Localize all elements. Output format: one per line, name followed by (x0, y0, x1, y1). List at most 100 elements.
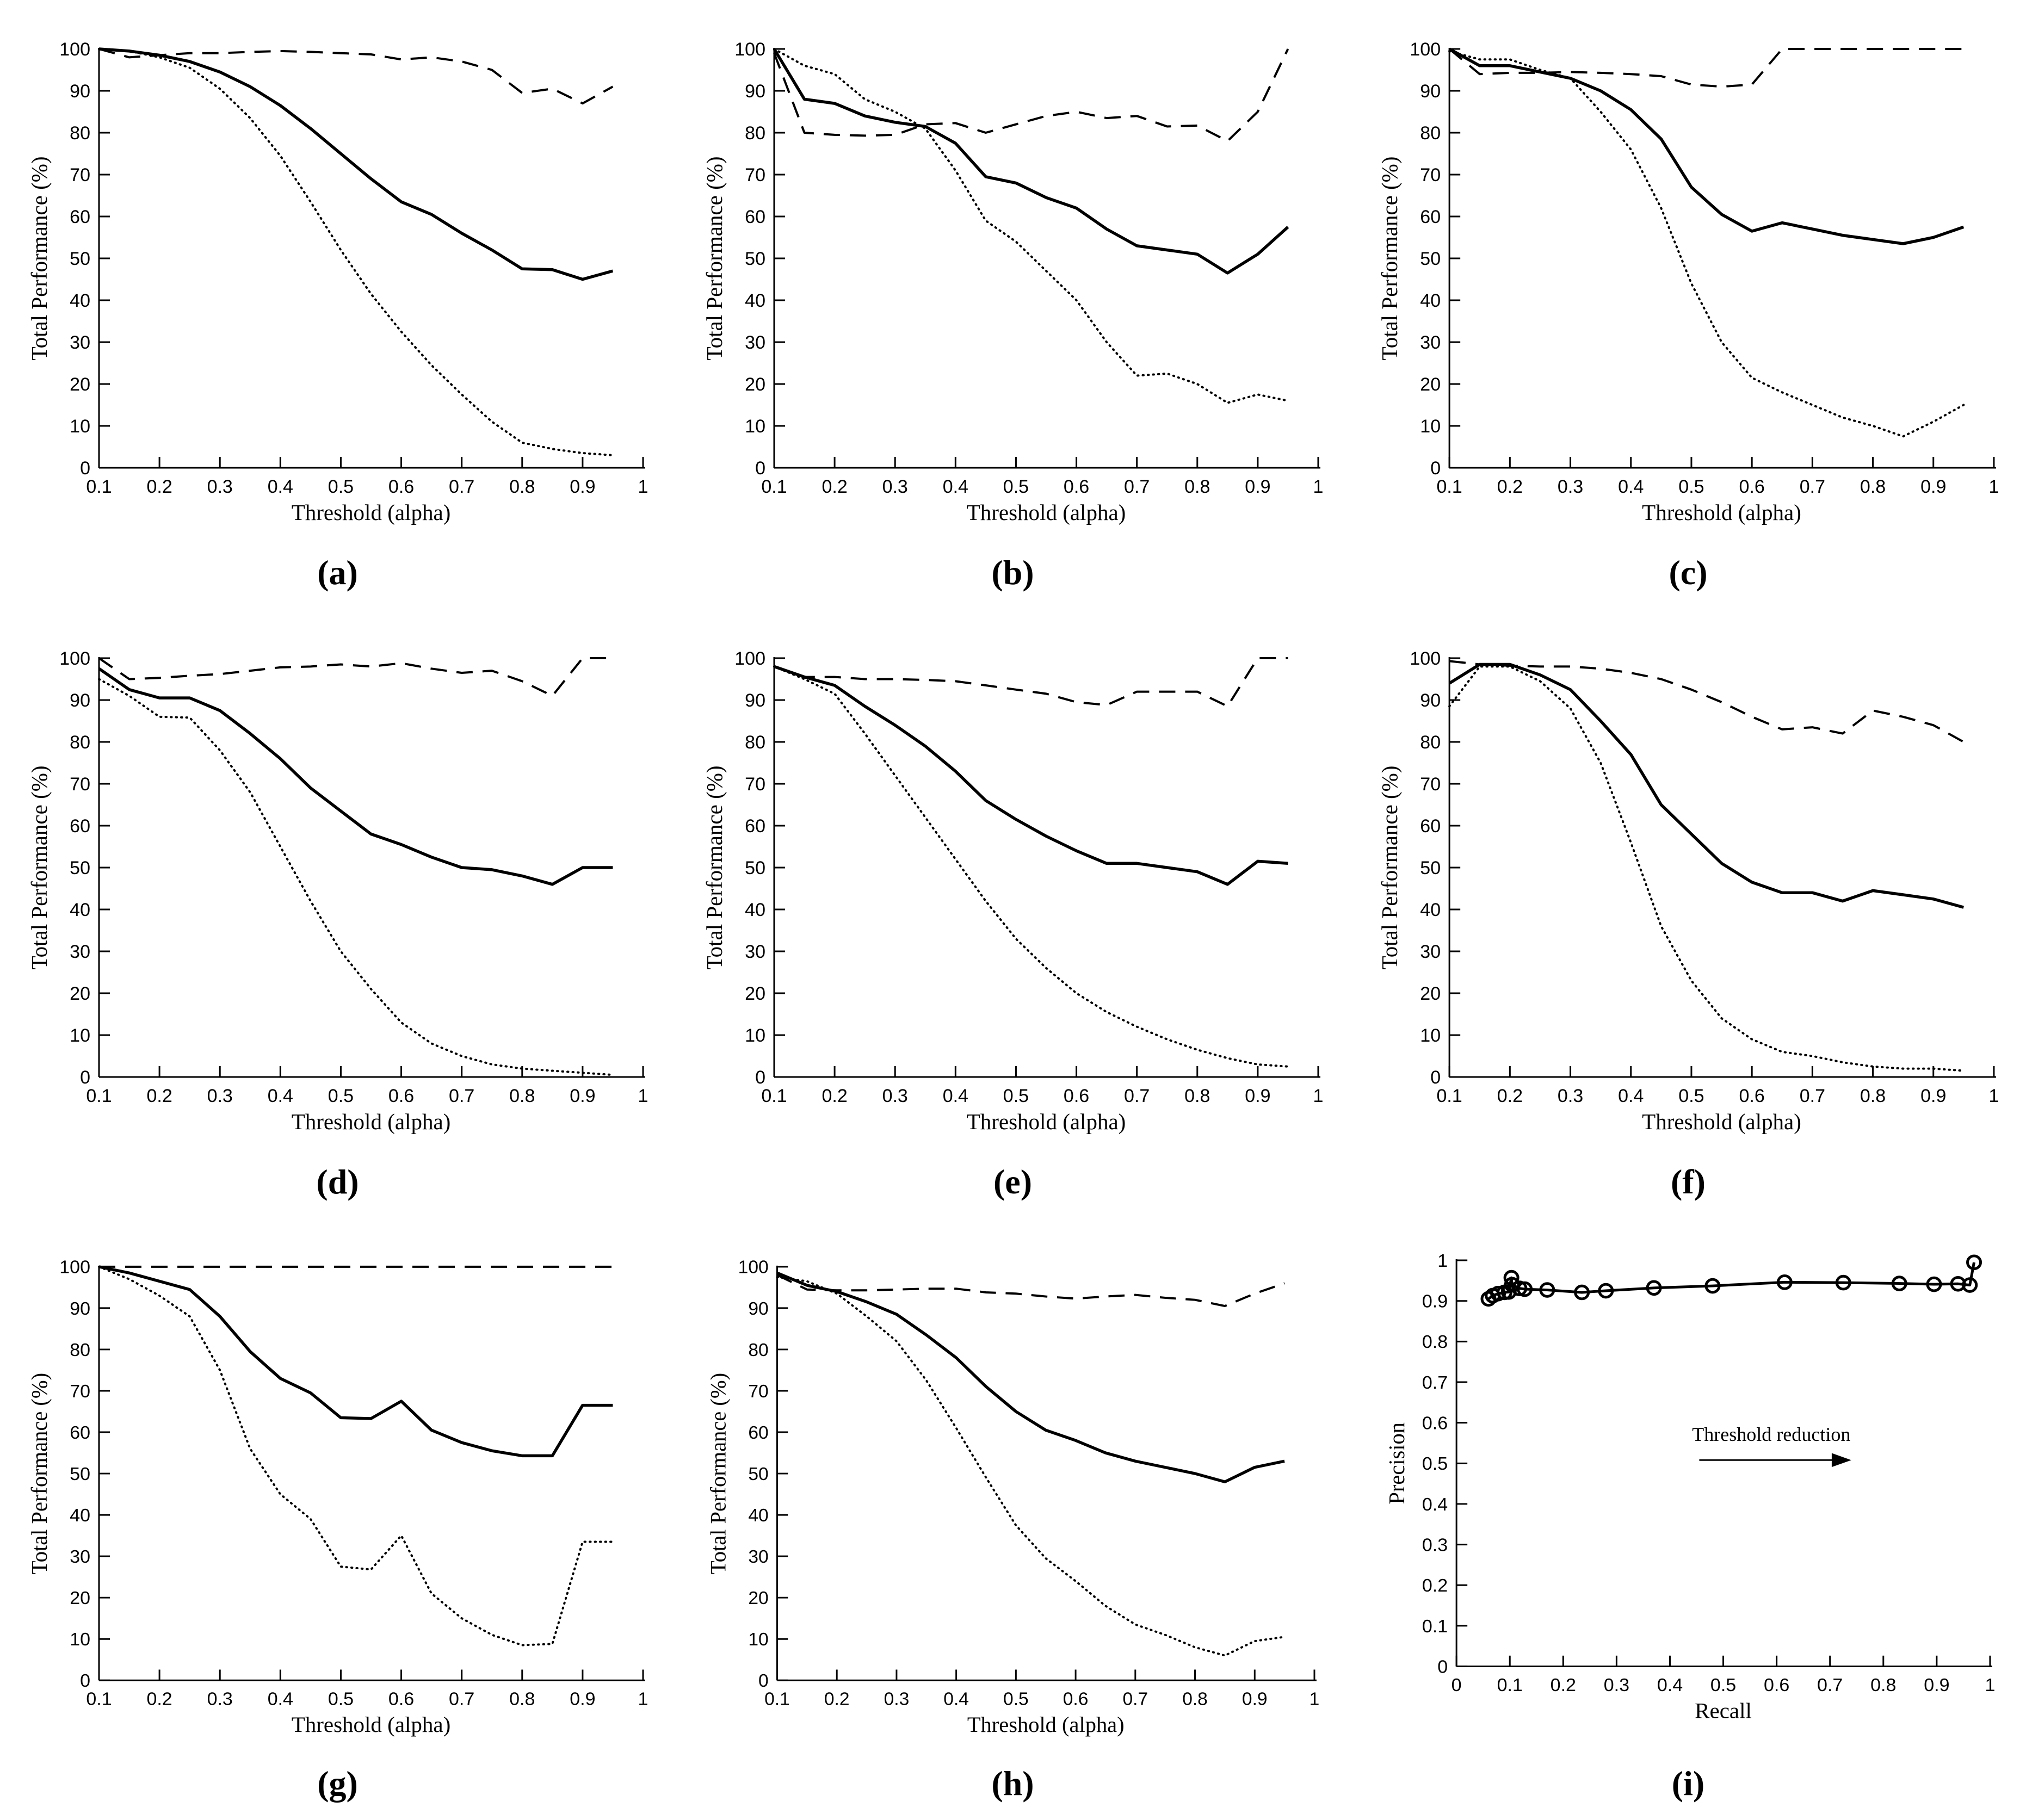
y-tick-label: 70 (1420, 165, 1441, 185)
x-tick-label: 0.8 (1182, 1689, 1208, 1710)
x-tick-label: 0.7 (1122, 1689, 1148, 1710)
y-tick-label: 70 (1420, 774, 1441, 795)
solid-series-line (776, 1271, 1285, 1483)
dotted-series-line (773, 665, 1289, 1068)
x-tick-label: 1 (1988, 1086, 1999, 1106)
subplot-h-caption: (h) (991, 1764, 1034, 1803)
x-tick-label: 1 (638, 1689, 648, 1710)
x-axis-label: Threshold (alpha) (292, 500, 451, 525)
subplot-e-caption: (e) (993, 1162, 1033, 1201)
x-axis-label: Threshold (alpha) (1642, 1109, 1801, 1134)
y-tick-label: 20 (1420, 374, 1441, 395)
y-tick-label: 60 (70, 816, 90, 837)
x-tick-label: 0.9 (570, 476, 595, 497)
threshold-reduction-arrow-head (1831, 1453, 1851, 1468)
y-tick-label: 0.9 (1422, 1291, 1448, 1312)
dotted-series-line (1448, 49, 1965, 438)
y-tick-label: 60 (1420, 207, 1441, 227)
x-tick-label: 0.3 (1558, 476, 1583, 497)
x-tick-label: 0.8 (1870, 1675, 1896, 1695)
x-axis-label: Threshold (alpha) (292, 1712, 451, 1737)
subplot-b-caption: (b) (991, 553, 1034, 592)
solid-series-line (774, 665, 1288, 886)
subplot-c-caption: (c) (1669, 553, 1708, 592)
x-tick-label: 0.2 (1497, 476, 1523, 497)
y-tick-label: 1 (1437, 1251, 1448, 1271)
chart-g-canvas: 0.1 0.2 0.3 0.4 0.5 0.6 0.7 0.8 0.9 1010203040506… (27, 1257, 648, 1737)
x-tick-label: 0.1 (764, 1689, 790, 1710)
y-tick-label: 40 (70, 290, 90, 311)
y-tick-label: 90 (1420, 81, 1441, 102)
x-tick-label: 0.9 (1920, 1086, 1946, 1106)
y-tick-label: 0 (758, 1671, 769, 1691)
x-tick-label: 0.2 (146, 476, 172, 497)
x-axis-label: Threshold (alpha) (967, 500, 1126, 525)
x-tick-label: 0.3 (207, 476, 233, 497)
y-tick-label: 90 (745, 81, 765, 102)
x-tick-label: 0.5 (1003, 1086, 1029, 1106)
subplot-e: 0.1 0.2 0.3 0.4 0.5 0.6 0.7 0.8 0.9 1 0 10 20 30 40 50 6… (675, 609, 1350, 1218)
x-tick-label: 0.4 (268, 1086, 293, 1106)
y-tick-label: 0 (1430, 1067, 1441, 1088)
y-tick-label: 10 (70, 416, 90, 437)
data-point-marker (1539, 1282, 1555, 1298)
dotted-series-line (98, 678, 614, 1076)
y-tick-label: 0.4 (1422, 1494, 1448, 1515)
data-point-marker (1776, 1274, 1793, 1290)
subplot-g-caption: (g) (317, 1764, 358, 1803)
x-tick-label: 0.5 (1003, 1689, 1029, 1710)
y-tick-label: 50 (745, 249, 765, 269)
y-tick-label: 80 (70, 1340, 90, 1360)
x-tick-label: 0.6 (1064, 1086, 1089, 1106)
data-point-marker (1966, 1254, 1982, 1271)
y-axis-label: Total Performance (%) (702, 765, 727, 969)
y-tick-label: 0 (755, 458, 765, 479)
x-tick-label: 0.8 (1184, 476, 1210, 497)
y-tick-label: 0.5 (1422, 1453, 1448, 1474)
y-tick-label: 10 (70, 1025, 90, 1046)
data-point-marker (1704, 1278, 1721, 1294)
y-tick-label: 90 (70, 1298, 90, 1319)
y-tick-label: 10 (70, 1629, 90, 1650)
y-tick-label: 50 (745, 858, 765, 878)
x-tick-label: 0.4 (943, 476, 968, 497)
x-tick-label: 0.2 (146, 1086, 172, 1106)
data-point-marker (1891, 1276, 1907, 1291)
y-tick-label: 40 (1420, 900, 1441, 920)
threshold-reduction-label: Threshold reduction (1692, 1423, 1850, 1445)
chart-f-canvas: 0.1 0.2 0.3 0.4 0.5 0.6 0.7 0.8 0.9 1010203040506… (1377, 648, 1999, 1134)
x-tick-label: 0.7 (1800, 476, 1825, 497)
y-tick-label: 30 (745, 942, 765, 962)
subplot-h: 0.1 0.2 0.3 0.4 0.5 0.6 0.7 0.8 0.9 1 0 10 20 30 40 50 6… (675, 1218, 1350, 1820)
y-tick-label: 100 (734, 39, 765, 60)
y-tick-label: 60 (70, 207, 90, 227)
data-point-marker (1574, 1284, 1590, 1301)
y-tick-label: 100 (59, 1257, 90, 1278)
solid-series-line (773, 48, 1289, 275)
y-tick-label: 80 (1420, 123, 1441, 144)
x-tick-label: 0.9 (570, 1086, 595, 1106)
y-tick-label: 100 (734, 648, 765, 669)
y-tick-label: 50 (70, 249, 90, 269)
y-tick-label: 50 (70, 1464, 90, 1484)
dashed-series-line (776, 1274, 1285, 1308)
x-tick-label: 1 (1313, 476, 1324, 497)
x-tick-label: 1 (1988, 476, 1999, 497)
dashed-series-line (98, 657, 613, 697)
x-tick-label: 0.1 (761, 476, 787, 497)
data-point-marker (1962, 1277, 1978, 1293)
y-tick-label: 20 (748, 1588, 768, 1608)
solid-series-line (98, 1265, 613, 1458)
x-tick-label: 1 (1985, 1675, 1995, 1695)
x-tick-label: 0.5 (1678, 476, 1704, 497)
x-tick-label: 0.8 (509, 476, 535, 497)
y-tick-label: 50 (1420, 858, 1441, 878)
x-axis-label: Threshold (alpha) (967, 1109, 1126, 1134)
y-tick-label: 20 (745, 374, 765, 395)
x-tick-label: 0.4 (268, 1689, 293, 1710)
x-tick-label: 1 (638, 1086, 648, 1106)
subplot-d-caption: (d) (316, 1162, 359, 1201)
x-tick-label: 0.7 (1124, 1086, 1150, 1106)
x-tick-label: 0.4 (943, 1086, 968, 1106)
